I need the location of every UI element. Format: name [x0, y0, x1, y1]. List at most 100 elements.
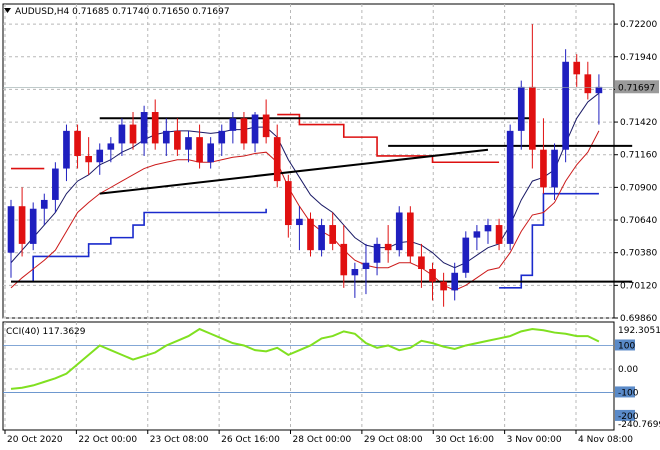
candle-body: [196, 137, 203, 163]
price-tick-label: 0.69860: [620, 314, 657, 324]
candle-body: [440, 281, 447, 291]
candle-body: [262, 114, 270, 138]
candle-body: [174, 130, 181, 150]
trendline: [99, 148, 489, 195]
grid-lines: [2, 3, 615, 431]
price-pane: [3, 24, 633, 307]
candle-body: [140, 112, 148, 144]
time-tick-label: 26 Oct 16:00: [221, 435, 280, 445]
candle-body: [340, 243, 348, 276]
current-price-tag: [615, 80, 659, 94]
cci-tick-label: 192.3051: [618, 326, 660, 336]
candle-body: [407, 212, 414, 257]
candle-body: [40, 199, 48, 209]
candle-body: [573, 61, 581, 75]
stop-lower-line: [499, 192, 599, 289]
candle-body: [584, 74, 592, 94]
candle-body: [384, 243, 392, 251]
price-tick-label: 0.71160: [620, 151, 657, 161]
candle-body: [240, 118, 248, 144]
candle-body: [307, 218, 314, 251]
cci-tick-label: -200: [618, 412, 639, 422]
candle-body: [273, 137, 281, 182]
time-tick-label: 23 Oct 08:00: [150, 435, 209, 445]
current-price-label: 0.71697: [618, 83, 655, 93]
candle-body: [185, 137, 192, 150]
cci-pane: [3, 327, 614, 393]
cci-tick-label: 0.00: [618, 365, 638, 375]
price-axis: 0.722000.719400.716800.714200.711600.709…: [614, 20, 660, 430]
candle-body: [218, 130, 226, 144]
symbol-header: AUDUSD,H4 0.71685 0.71740 0.71650 0.7169…: [15, 7, 230, 17]
cci-tick-label: -240.7699: [618, 420, 660, 430]
candle-body: [74, 130, 81, 156]
price-tick-label: 0.70640: [620, 216, 657, 226]
time-tick-label: 22 Oct 00:00: [78, 435, 137, 445]
candle-body: [85, 155, 92, 163]
candle-body: [395, 212, 403, 251]
candle-body: [296, 218, 303, 226]
candle-body: [462, 237, 470, 273]
candle-body: [351, 269, 359, 276]
candle-body: [129, 124, 137, 144]
candle-body: [118, 124, 126, 144]
candle-body: [251, 114, 259, 144]
envelope-lower-line: [10, 130, 600, 291]
candle-body: [18, 206, 26, 244]
candle-body: [107, 143, 115, 150]
candle-body: [517, 86, 525, 131]
candle-body: [63, 130, 70, 169]
time-tick-label: 30 Oct 16:00: [435, 435, 494, 445]
time-tick-label: 20 Oct 2020: [7, 435, 63, 445]
candle-body: [96, 149, 104, 163]
candle-body: [151, 112, 159, 144]
cci-line: [10, 327, 600, 390]
candle-body: [29, 208, 37, 244]
time-tick-label: 28 Oct 00:00: [293, 435, 352, 445]
time-tick-label: 29 Oct 08:00: [364, 435, 423, 445]
stop-upper-line: [277, 113, 500, 164]
candle-body: [329, 225, 337, 244]
price-tick-label: 0.70900: [620, 183, 657, 193]
time-tick-label: 4 Nov 08:00: [578, 435, 633, 445]
cci-level-tag: [615, 386, 635, 398]
candle-body: [429, 269, 436, 282]
price-tick-label: 0.71940: [620, 53, 657, 63]
candle-body: [562, 61, 569, 150]
menu-triangle-icon[interactable]: [4, 8, 11, 13]
candle-body: [473, 231, 481, 238]
time-axis: 20 Oct 2020 22 Oct 00:00 23 Oct 08:00 26 Oc…: [4, 430, 633, 445]
candle-body: [284, 181, 292, 226]
candle-body: [529, 86, 536, 150]
cci-header: CCI(40) 117.3629: [6, 327, 86, 337]
cci-level-tag: [615, 409, 635, 421]
price-tick-label: 0.72200: [620, 20, 657, 30]
candle-body: [495, 225, 503, 244]
cci-level-tag: [615, 339, 635, 351]
candle-body: [318, 225, 325, 251]
candle-body: [595, 86, 603, 94]
price-frame: [2, 3, 615, 319]
candle-body: [551, 149, 558, 188]
candle-body: [540, 149, 547, 188]
price-tick-label: 0.71420: [620, 118, 657, 128]
candle-body: [362, 262, 370, 270]
candle-body: [52, 168, 59, 200]
candle-body: [484, 225, 492, 232]
stop-lower-line: [11, 208, 267, 283]
price-tick-label: 0.70120: [620, 281, 657, 291]
cci-frame: [2, 321, 615, 431]
candle-body: [506, 130, 514, 244]
time-tick-label: 3 Nov 00:00: [507, 435, 562, 445]
candle-body: [207, 143, 214, 163]
candle-body: [7, 206, 15, 253]
candle-body: [229, 118, 237, 131]
price-tick-label: 0.70380: [620, 249, 657, 259]
candle-body: [451, 272, 459, 291]
candle-body: [162, 130, 170, 144]
cci-tick-label: 100: [618, 341, 635, 351]
candle-body: [418, 256, 425, 270]
cci-tick-label: -100: [618, 388, 639, 398]
candle-body: [373, 243, 381, 263]
